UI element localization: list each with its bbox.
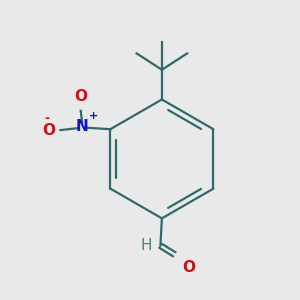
Text: O: O [42,123,56,138]
Text: -: - [44,112,49,125]
Text: O: O [182,260,195,275]
Text: N: N [76,119,88,134]
Text: O: O [74,89,87,104]
Text: H: H [141,238,152,253]
Text: +: + [89,111,98,121]
